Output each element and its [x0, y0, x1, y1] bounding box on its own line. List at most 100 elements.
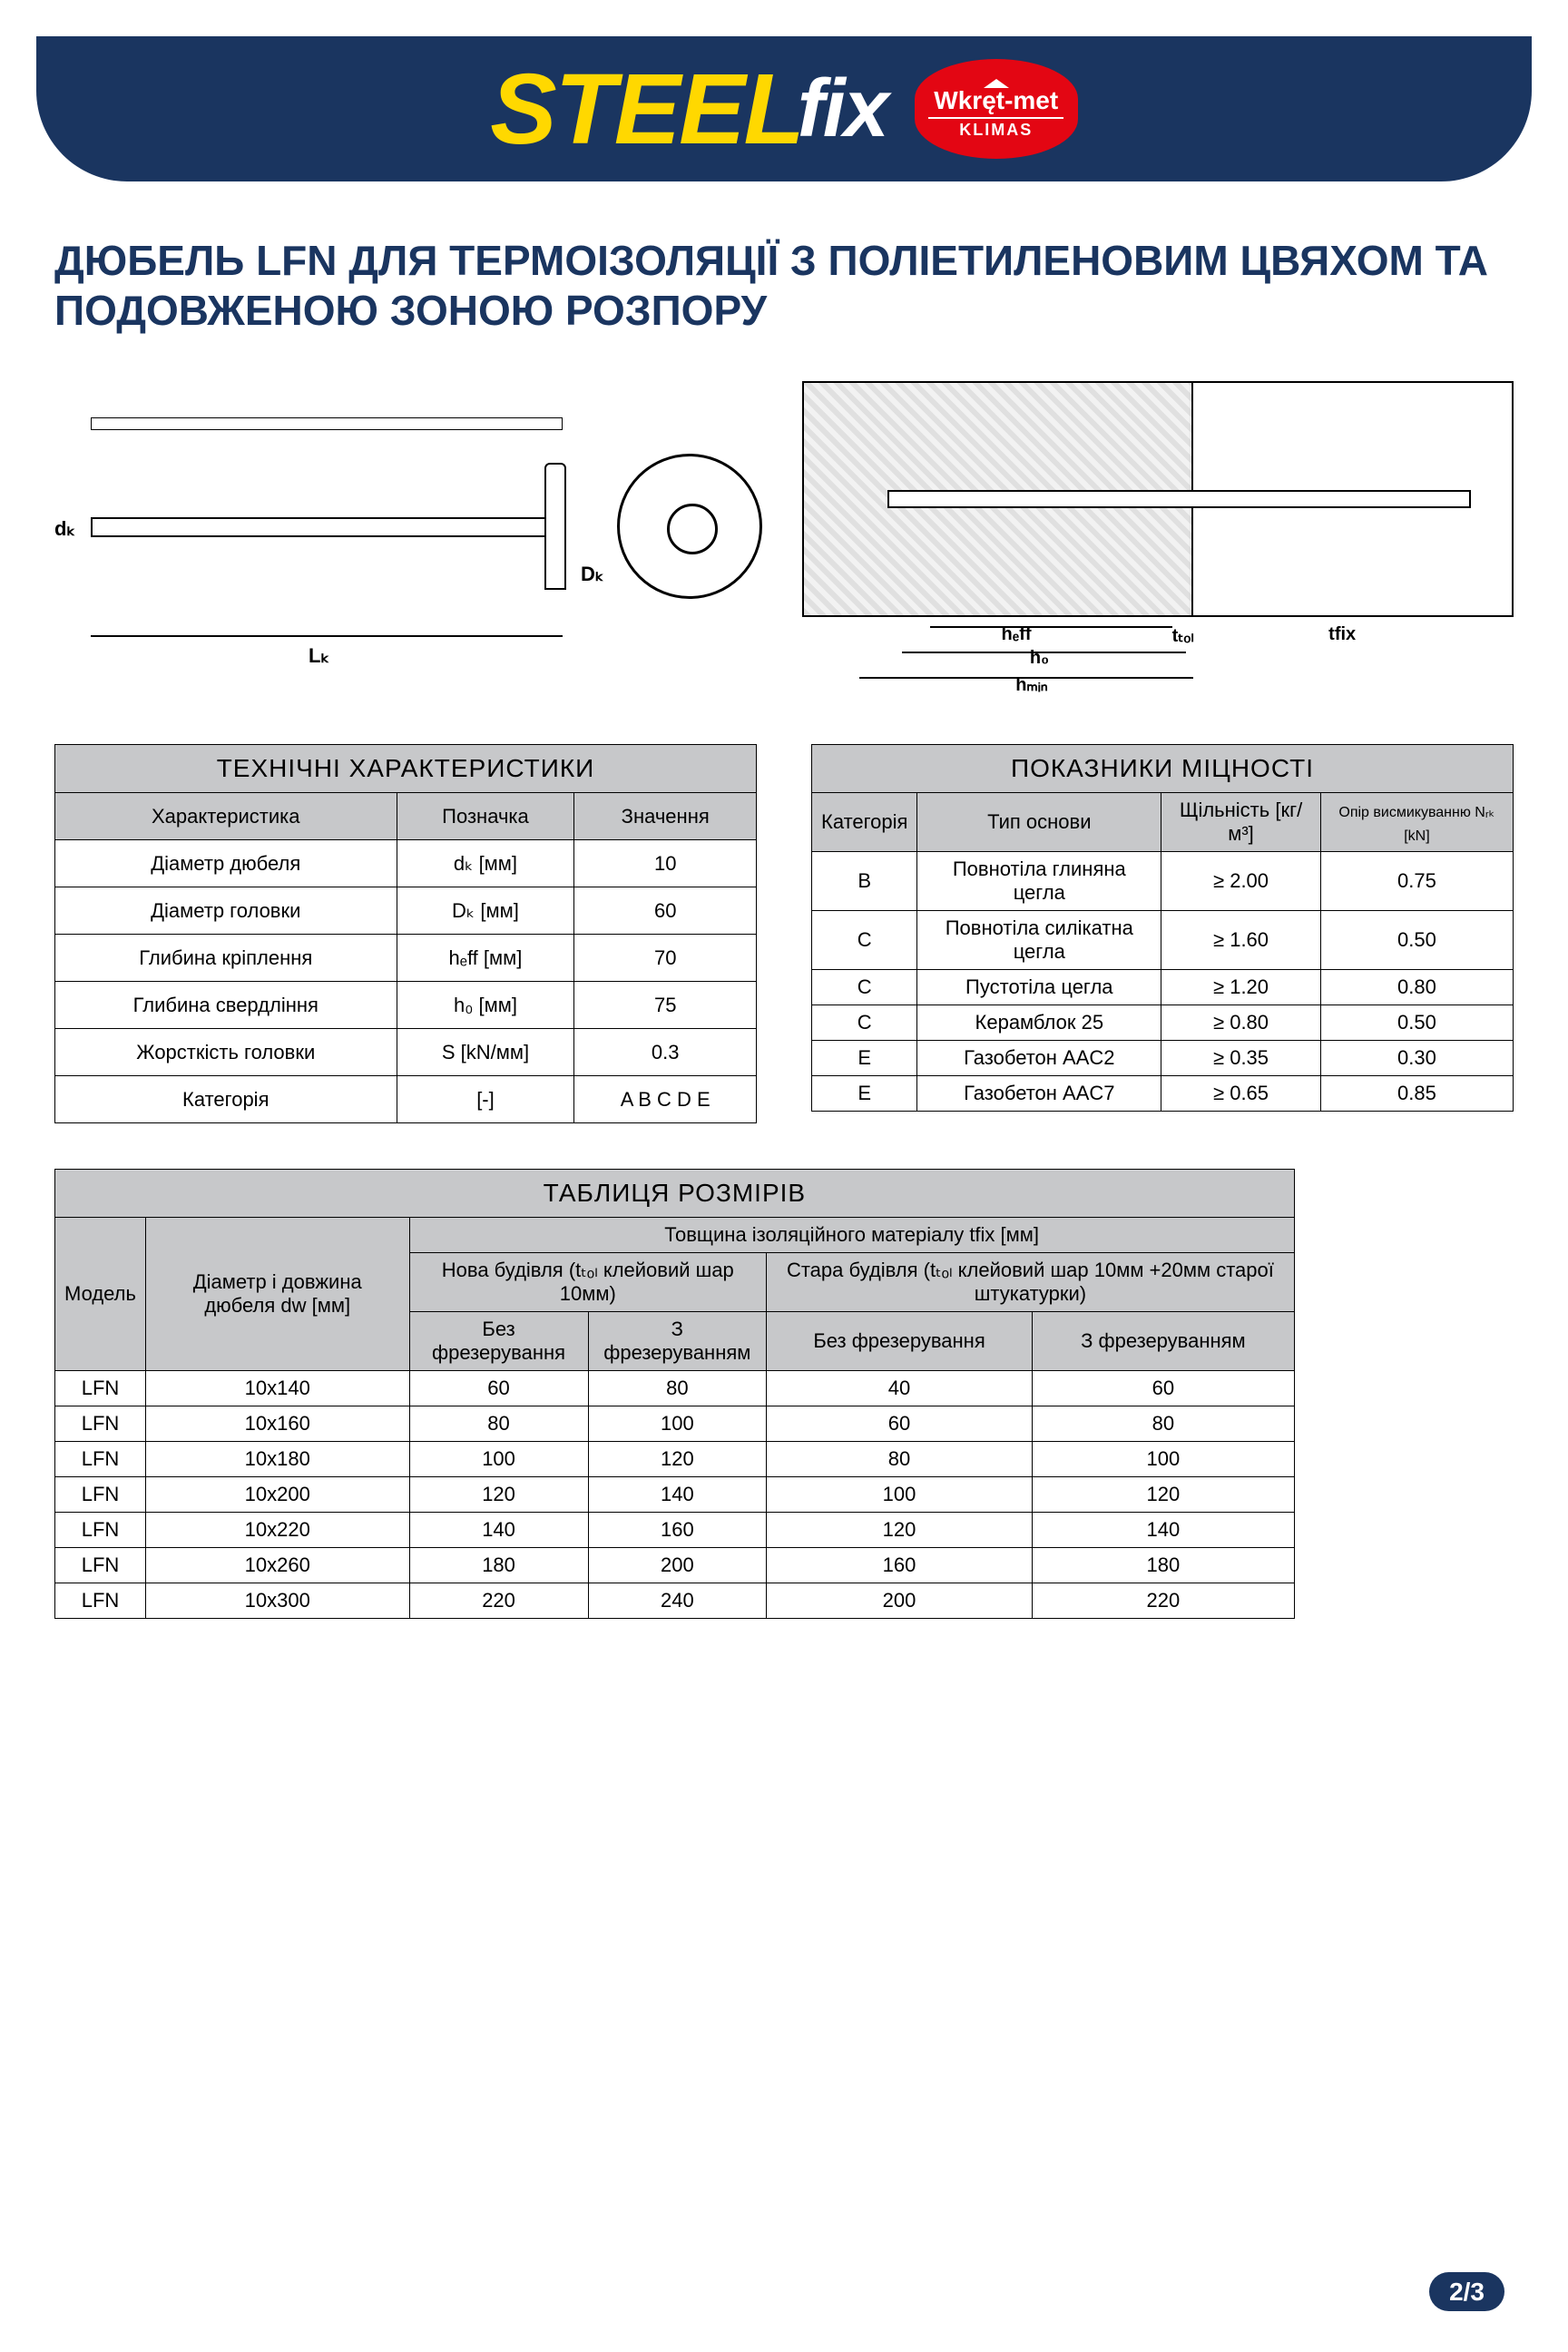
sizes-sub-a2: Без фрезерування	[767, 1312, 1033, 1371]
table-cell: Пустотіла цегла	[917, 970, 1161, 1005]
sizes-sub-b1: З фрезеруванням	[588, 1312, 766, 1371]
table-row: EГазобетон AAC7≥ 0.650.85	[812, 1076, 1514, 1112]
table-cell: LFN	[55, 1548, 146, 1583]
nail-drawing	[91, 417, 563, 430]
table-cell: ≥ 1.60	[1161, 911, 1321, 970]
table-cell: 120	[767, 1513, 1033, 1548]
diagram-install: hₑfftₜₒₗtfix h₀ hₘᵢₙ	[802, 381, 1514, 690]
tables-row: ТЕХНІЧНІ ХАРАКТЕРИСТИКИ Характеристика П…	[54, 744, 1514, 1123]
table-cell: hₑff [мм]	[397, 935, 574, 982]
strength-table-wrapper: ПОКАЗНИКИ МІЦНОСТІ Категорія Тип основи …	[811, 744, 1514, 1123]
table-cell: ≥ 0.65	[1161, 1076, 1321, 1112]
table-cell: 10x300	[145, 1583, 409, 1619]
table-cell: C	[812, 1005, 917, 1041]
table-cell: 60	[409, 1371, 588, 1406]
table-cell: ≥ 0.80	[1161, 1005, 1321, 1041]
table-row: LFN10x200120140100120	[55, 1477, 1295, 1513]
table-row: Діаметр головкиDₖ [мм]60	[55, 887, 757, 935]
sizes-col-new: Нова будівля (tₜₒₗ клейовий шар 10мм)	[409, 1253, 767, 1312]
footer: 2/3	[1429, 2278, 1504, 2307]
table-row: LFN10x160801006080	[55, 1406, 1295, 1442]
table-cell: LFN	[55, 1371, 146, 1406]
table-cell: Глибина свердління	[55, 982, 397, 1029]
dowel-installed	[887, 490, 1471, 508]
table-cell: 10x180	[145, 1442, 409, 1477]
table-cell: Жорсткість головки	[55, 1029, 397, 1076]
brand-badge: Wkręt-met KLIMAS	[915, 59, 1078, 159]
table-cell: 180	[409, 1548, 588, 1583]
table-cell: S [kN/мм]	[397, 1029, 574, 1076]
dowel-disc-drawing	[617, 454, 762, 599]
table-row: Глибина кріпленняhₑff [мм]70	[55, 935, 757, 982]
specs-h0: Характеристика	[55, 793, 397, 840]
diagram-dowel: dₖ Dₖ Lₖ	[54, 381, 766, 690]
table-row: CПовнотіла силікатна цегла≥ 1.600.50	[812, 911, 1514, 970]
diagrams-row: dₖ Dₖ Lₖ hₑfftₜₒₗtfix h₀ hₘᵢₙ	[54, 381, 1514, 690]
table-cell: 0.80	[1320, 970, 1513, 1005]
table-row: LFN10x14060804060	[55, 1371, 1295, 1406]
table-cell: 80	[1033, 1406, 1295, 1442]
table-cell: C	[812, 911, 917, 970]
table-cell: 140	[588, 1477, 766, 1513]
table-cell: E	[812, 1041, 917, 1076]
header-band: STEEL fix Wkręt-met KLIMAS	[36, 36, 1532, 181]
table-cell: Категорія	[55, 1076, 397, 1123]
table-row: LFN10x18010012080100	[55, 1442, 1295, 1477]
badge-bottom-text: KLIMAS	[959, 121, 1033, 140]
table-cell: 80	[588, 1371, 766, 1406]
table-cell: 120	[1033, 1477, 1295, 1513]
table-cell: 10x200	[145, 1477, 409, 1513]
page-title: ДЮБЕЛЬ LFN ДЛЯ ТЕРМОІЗОЛЯЦІЇ З ПОЛІЕТИЛЕ…	[54, 236, 1514, 336]
table-cell: A B C D E	[574, 1076, 757, 1123]
table-cell: 10x260	[145, 1548, 409, 1583]
table-cell: 70	[574, 935, 757, 982]
badge-top-text: Wkręt-met	[928, 86, 1063, 119]
sizes-super: Товщина ізоляційного матеріалу tfix [мм]	[409, 1218, 1294, 1253]
table-cell: Повнотіла глиняна цегла	[917, 852, 1161, 911]
table-cell: ≥ 1.20	[1161, 970, 1321, 1005]
dim-heff: hₑff	[1002, 624, 1032, 645]
table-cell: 220	[409, 1583, 588, 1619]
table-cell: 60	[574, 887, 757, 935]
table-cell: Газобетон AAC2	[917, 1041, 1161, 1076]
logo-steel-text: STEEL	[490, 52, 803, 167]
table-cell: Глибина кріплення	[55, 935, 397, 982]
table-cell: 160	[767, 1548, 1033, 1583]
specs-table-wrapper: ТЕХНІЧНІ ХАРАКТЕРИСТИКИ Характеристика П…	[54, 744, 757, 1123]
sizes-col-model: Модель	[55, 1218, 146, 1371]
table-row: BПовнотіла глиняна цегла≥ 2.000.75	[812, 852, 1514, 911]
table-cell: 0.3	[574, 1029, 757, 1076]
table-cell: LFN	[55, 1513, 146, 1548]
table-row: Глибина свердлінняh₀ [мм]75	[55, 982, 757, 1029]
dim-line	[91, 635, 563, 637]
sizes-col-old: Стара будівля (tₜₒₗ клейовий шар 10мм +2…	[767, 1253, 1295, 1312]
strength-title: ПОКАЗНИКИ МІЦНОСТІ	[812, 745, 1514, 793]
table-cell: LFN	[55, 1442, 146, 1477]
table-cell: 180	[1033, 1548, 1295, 1583]
table-cell: Газобетон AAC7	[917, 1076, 1161, 1112]
table-cell: dₖ [мм]	[397, 840, 574, 887]
table-cell: 10	[574, 840, 757, 887]
table-cell: 100	[409, 1442, 588, 1477]
table-row: EГазобетон AAC2≥ 0.350.30	[812, 1041, 1514, 1076]
str-h1: Тип основи	[917, 793, 1161, 852]
dim-Dk: Dₖ	[581, 563, 603, 586]
table-cell: Керамблок 25	[917, 1005, 1161, 1041]
specs-h2: Значення	[574, 793, 757, 840]
table-cell: Dₖ [мм]	[397, 887, 574, 935]
dim-tfix: tfix	[1328, 624, 1356, 645]
sizes-sub-a1: Без фрезерування	[409, 1312, 588, 1371]
table-cell: 140	[1033, 1513, 1295, 1548]
table-cell: LFN	[55, 1583, 146, 1619]
dim-Lk: Lₖ	[309, 644, 329, 668]
table-row: Діаметр дюбеляdₖ [мм]10	[55, 840, 757, 887]
sizes-table: ТАБЛИЦЯ РОЗМІРІВ Модель Діаметр і довжин…	[54, 1169, 1295, 1619]
table-cell: 0.50	[1320, 1005, 1513, 1041]
table-cell: LFN	[55, 1477, 146, 1513]
dim-ttol: tₜₒₗ	[1172, 624, 1194, 647]
str-h0: Категорія	[812, 793, 917, 852]
table-cell: 60	[767, 1406, 1033, 1442]
table-cell: 10x160	[145, 1406, 409, 1442]
table-cell: [-]	[397, 1076, 574, 1123]
dim-hmin: hₘᵢₙ	[1015, 673, 1047, 696]
